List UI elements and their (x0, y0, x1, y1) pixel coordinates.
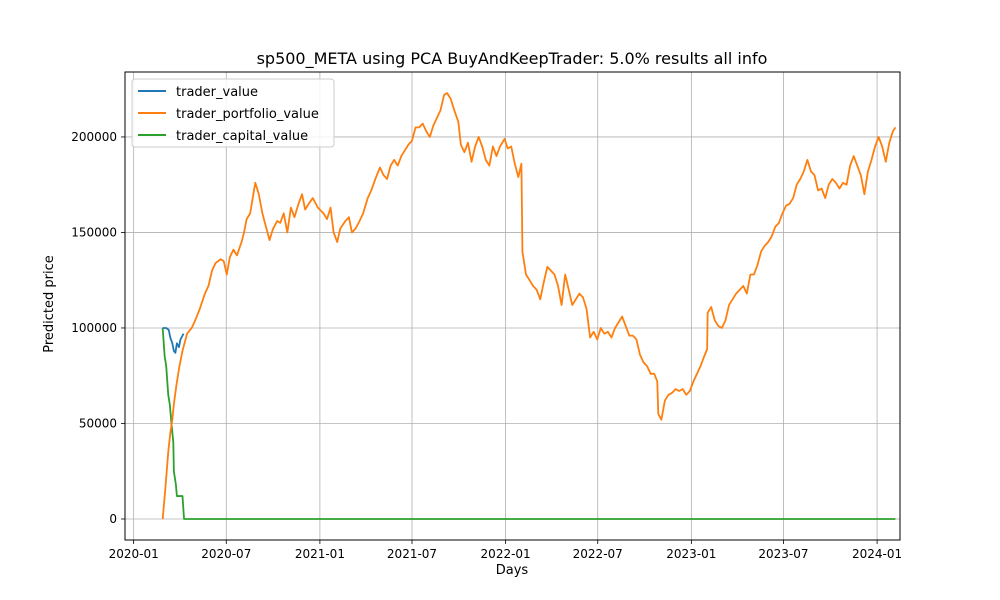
y-axis-ticks: 0 50000 100000 150000 200000 (71, 130, 125, 526)
y-tick-label: 100000 (71, 321, 117, 335)
y-tick-label: 150000 (71, 225, 117, 239)
y-axis-label: Predicted price (42, 255, 57, 353)
x-tick-label: 2020-07 (201, 547, 251, 561)
legend-label-trader_value: trader_value (176, 85, 258, 100)
x-tick-label: 2022-07 (573, 547, 623, 561)
x-axis-label: Days (496, 563, 529, 578)
y-tick-label: 0 (109, 512, 117, 526)
legend-label-trader_portfolio_value: trader_portfolio_value (176, 107, 319, 122)
chart-title: sp500_META using PCA BuyAndKeepTrader: 5… (257, 49, 768, 69)
series-line-trader_value (162, 327, 185, 354)
series-line-trader_portfolio_value (161, 92, 897, 520)
y-tick-label: 200000 (71, 130, 117, 144)
legend-label-trader_capital_value: trader_capital_value (176, 129, 308, 144)
series-line-trader_capital_value (161, 327, 896, 520)
x-tick-label: 2022-01 (481, 547, 531, 561)
plot-area-frame (124, 71, 901, 541)
x-tick-label: 2023-01 (666, 547, 716, 561)
x-tick-label: 2021-07 (387, 547, 437, 561)
series-lines (161, 92, 897, 520)
x-axis-ticks: 2020-01 2020-07 2021-01 2021-07 2022-01 2022-… (109, 540, 902, 561)
legend-box (131, 78, 335, 148)
x-tick-label: 2021-01 (295, 547, 345, 561)
y-tick-label: 50000 (79, 416, 117, 430)
legend: trader_value trader_portfolio_valuetrader… (131, 78, 335, 148)
x-tick-label: 2023-07 (758, 547, 808, 561)
x-tick-label: 2020-01 (109, 547, 159, 561)
x-tick-label: 2024-01 (852, 547, 902, 561)
